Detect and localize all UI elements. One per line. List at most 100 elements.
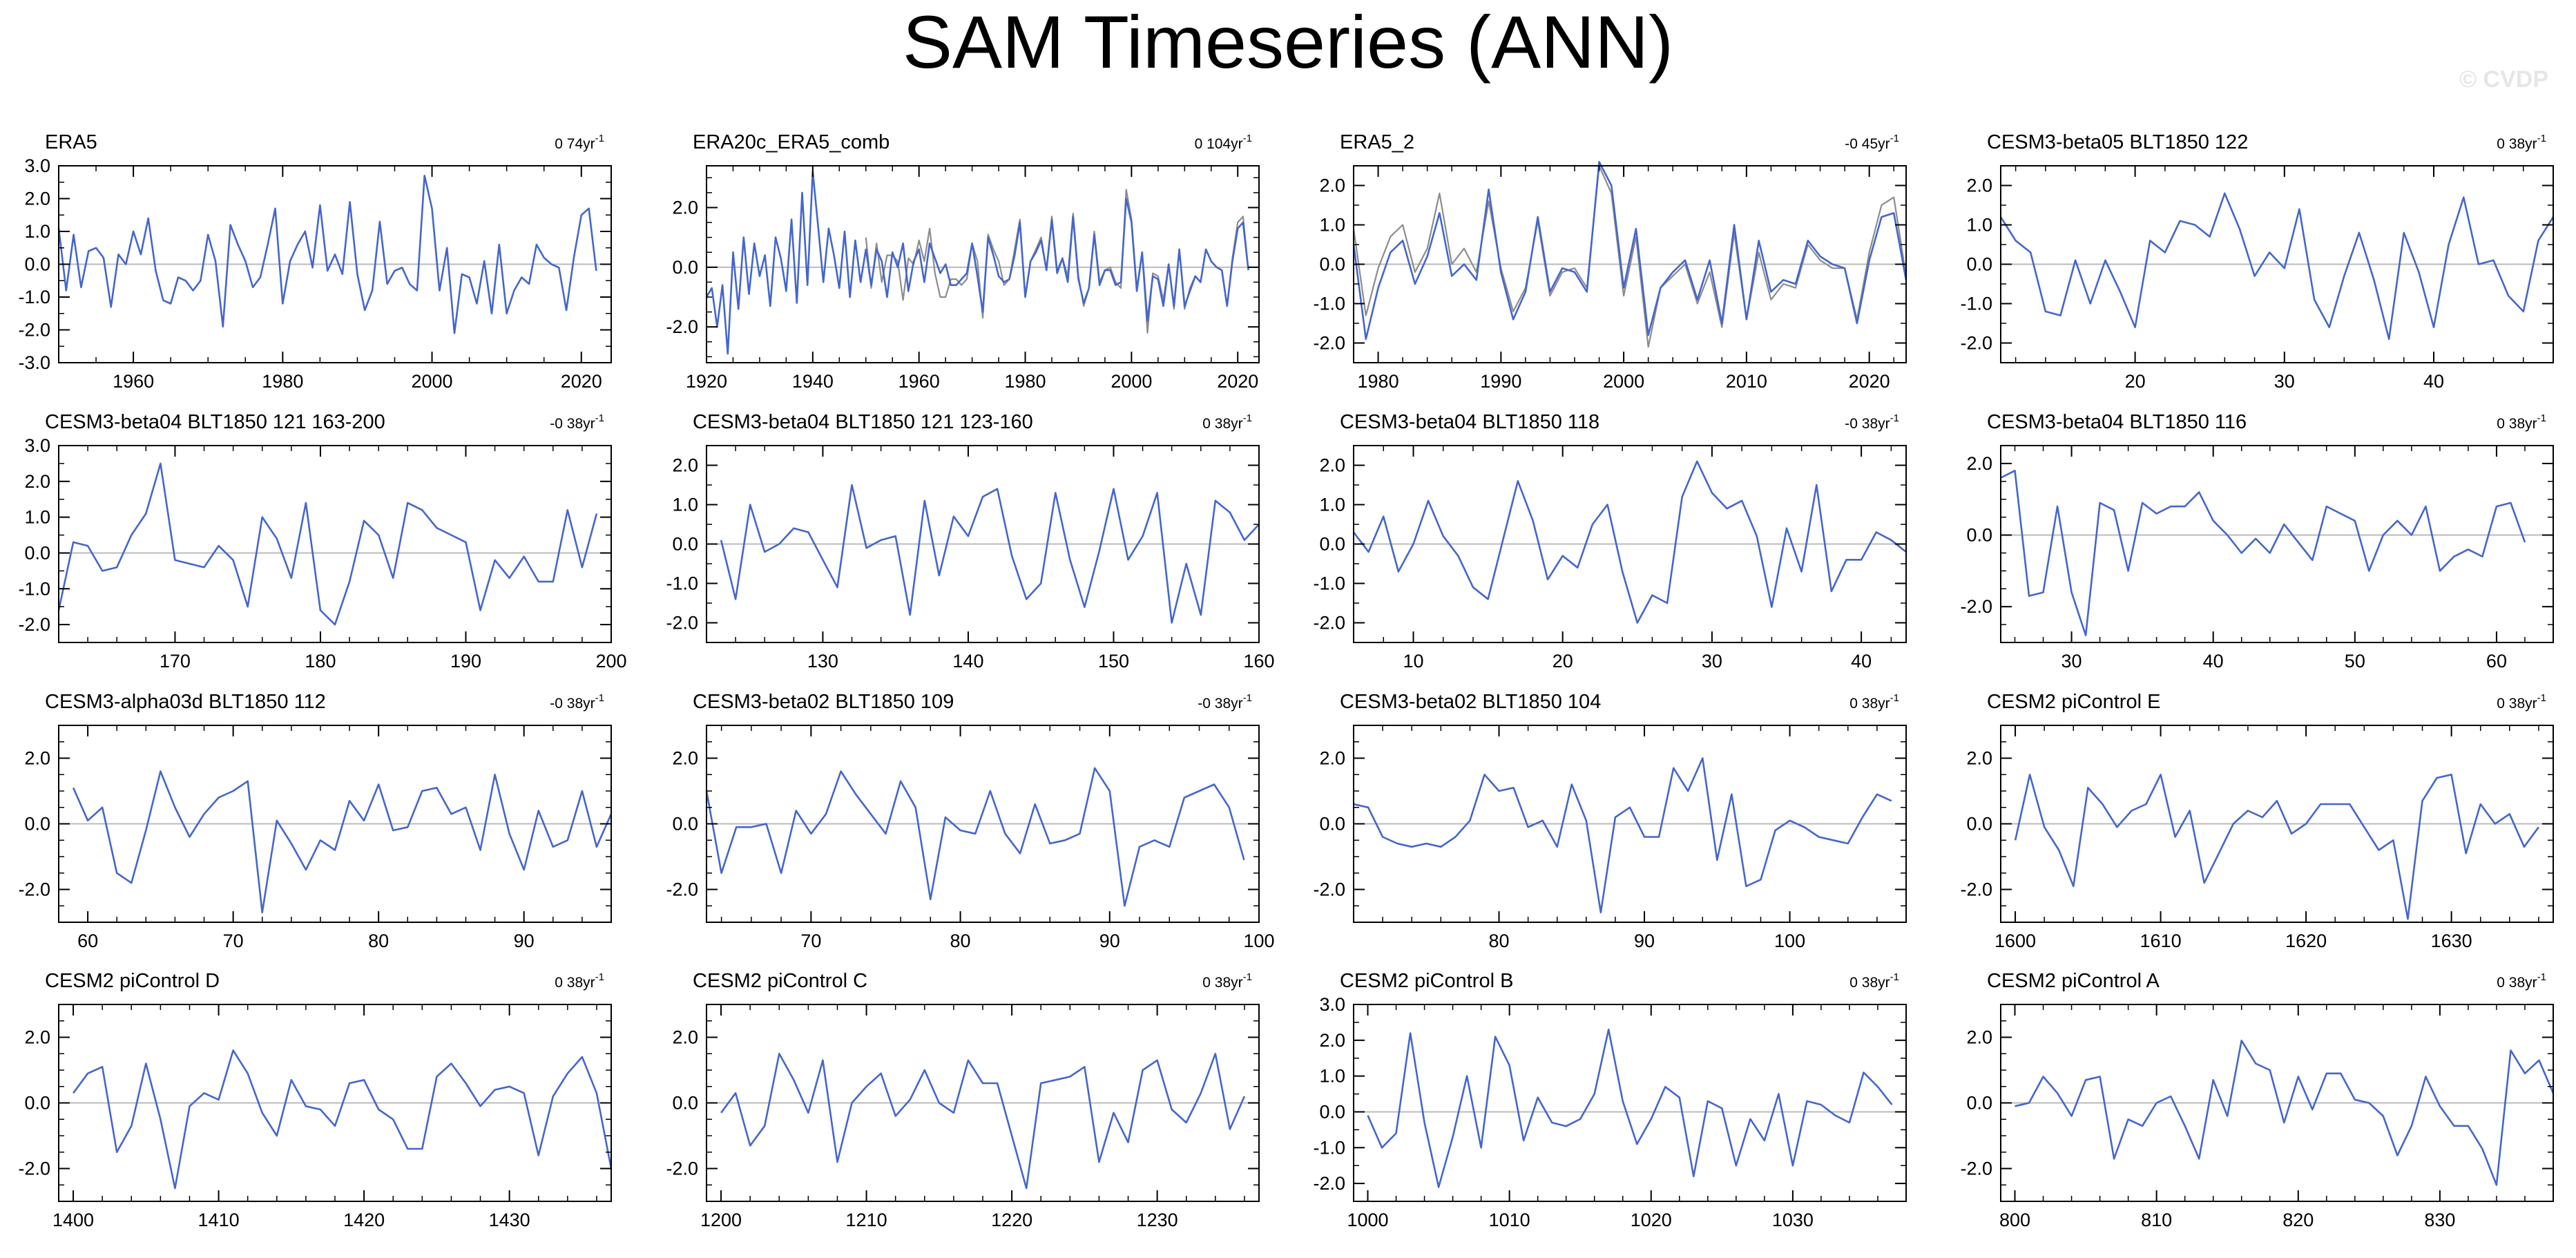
trend-label: -0 45yr-1 bbox=[1845, 133, 1899, 152]
panel-title: ERA5_2 bbox=[1340, 131, 1414, 153]
y-tick-label: -2.0 bbox=[18, 879, 50, 900]
x-tick-label: 90 bbox=[1634, 931, 1655, 951]
x-tick-label: 820 bbox=[2282, 1210, 2314, 1230]
series-line bbox=[2000, 469, 2526, 636]
trend-exponent: -1 bbox=[1890, 692, 1899, 704]
x-tick-label: 1600 bbox=[1995, 931, 2036, 951]
y-tick-label: 2.0 bbox=[24, 748, 50, 769]
x-tick-label: 2000 bbox=[412, 371, 453, 392]
trend-label: 0 38yr-1 bbox=[2497, 971, 2546, 991]
y-tick-label: 2.0 bbox=[1319, 748, 1345, 769]
x-tick-label: 80 bbox=[1489, 931, 1510, 951]
trend-exponent: -1 bbox=[595, 692, 604, 704]
panel-title: CESM2 piControl C bbox=[693, 970, 867, 992]
trend-label: 0 38yr-1 bbox=[555, 971, 604, 991]
trend-exponent: -1 bbox=[595, 971, 604, 983]
trend-label: 0 74yr-1 bbox=[555, 133, 604, 152]
trend-exponent: -1 bbox=[2537, 971, 2546, 983]
trend-label: 0 38yr-1 bbox=[2497, 412, 2546, 432]
x-tick-label: 1630 bbox=[2431, 931, 2472, 951]
plot-frame bbox=[1353, 1004, 1907, 1202]
y-tick-label: 0.0 bbox=[1319, 254, 1345, 275]
x-tick-label: 1990 bbox=[1480, 371, 1521, 392]
y-tick-label: 2.0 bbox=[672, 197, 698, 218]
x-tick-label: 30 bbox=[2061, 651, 2082, 671]
trend-value: 0 74yr bbox=[555, 136, 595, 152]
x-tick-label: 1230 bbox=[1137, 1210, 1178, 1230]
y-tick-label: 0.0 bbox=[24, 1093, 50, 1114]
x-tick-label: 810 bbox=[2141, 1210, 2172, 1230]
y-tick-label: 0.0 bbox=[24, 542, 50, 563]
series-line bbox=[72, 770, 613, 914]
x-tick-label: 2000 bbox=[1111, 371, 1152, 392]
trend-value: -0 38yr bbox=[1845, 416, 1890, 432]
y-tick-label: 2.0 bbox=[24, 1027, 50, 1048]
panel-10: CESM3-beta02 BLT1850 109 -0 38yr-1 70 80 90 1… bbox=[666, 691, 1274, 951]
series-line bbox=[705, 767, 1245, 907]
y-tick-label: 2.0 bbox=[1966, 453, 1992, 474]
plot-frame bbox=[2000, 445, 2554, 643]
trend-label: 0 38yr-1 bbox=[1849, 971, 1899, 991]
x-tick-label: 50 bbox=[2345, 651, 2365, 671]
x-tick-label: 1030 bbox=[1772, 1210, 1814, 1230]
x-tick-label: 180 bbox=[305, 651, 336, 671]
y-tick-label: 0.0 bbox=[672, 257, 698, 278]
y-tick-label: 2.0 bbox=[1319, 1030, 1345, 1051]
y-tick-label: 2.0 bbox=[24, 189, 50, 209]
y-tick-label: 1.0 bbox=[1319, 495, 1345, 515]
series-line bbox=[1352, 161, 1907, 341]
panel-6: CESM3-beta04 BLT1850 121 123-160 0 38yr-1… bbox=[666, 411, 1274, 671]
x-tick-label: 2020 bbox=[1849, 371, 1890, 392]
x-tick-label: 800 bbox=[1999, 1210, 2030, 1230]
trend-value: 0 38yr bbox=[1849, 975, 1890, 991]
trend-exponent: -1 bbox=[1243, 412, 1252, 424]
series-line bbox=[1352, 460, 1907, 624]
panel-9: CESM3-alpha03d BLT1850 112 -0 38yr-1 60 70 8… bbox=[18, 691, 613, 951]
y-tick-label: 3.0 bbox=[1319, 994, 1345, 1015]
x-tick-label: 90 bbox=[514, 931, 535, 951]
panel-title: CESM3-beta04 BLT1850 118 bbox=[1340, 411, 1599, 433]
x-tick-label: 160 bbox=[1243, 651, 1274, 671]
y-tick-label: -1.0 bbox=[1960, 294, 1992, 314]
y-tick-label: -1.0 bbox=[666, 573, 698, 594]
y-tick-label: -2.0 bbox=[666, 316, 698, 337]
x-tick-label: 1000 bbox=[1347, 1210, 1388, 1230]
y-tick-label: -2.0 bbox=[1313, 613, 1345, 633]
panel-11: CESM3-beta02 BLT1850 104 0 38yr-1 80 90 100 -… bbox=[1313, 691, 1907, 951]
x-tick-label: 1980 bbox=[262, 371, 303, 392]
x-tick-label: 1960 bbox=[113, 371, 154, 392]
trend-value: 0 38yr bbox=[2497, 136, 2537, 152]
series-line bbox=[720, 1053, 1246, 1190]
panel-title: CESM3-beta02 BLT1850 104 bbox=[1340, 691, 1601, 713]
panel-title: ERA5 bbox=[45, 131, 97, 153]
trend-exponent: -1 bbox=[1243, 971, 1252, 983]
panel-title: CESM3-beta05 BLT1850 122 bbox=[1987, 131, 2248, 153]
y-tick-label: 2.0 bbox=[1966, 1027, 1992, 1048]
x-tick-label: 1430 bbox=[489, 1210, 530, 1230]
y-tick-label: -2.0 bbox=[18, 614, 50, 635]
y-tick-label: -1.0 bbox=[1313, 1137, 1345, 1158]
panel-title: CESM2 piControl A bbox=[1987, 970, 2160, 992]
panel-5: CESM3-beta04 BLT1850 121 163-200 -0 38yr-… bbox=[18, 411, 626, 671]
y-tick-label: -1.0 bbox=[18, 578, 50, 599]
plot-frame bbox=[706, 165, 1260, 363]
x-tick-label: 60 bbox=[77, 931, 98, 951]
y-tick-label: 0.0 bbox=[1966, 814, 1992, 835]
trend-value: 0 38yr bbox=[1202, 416, 1242, 432]
panel-title: ERA20c_ERA5_comb bbox=[693, 131, 890, 153]
series-line bbox=[2015, 1040, 2555, 1186]
x-tick-label: 2020 bbox=[1217, 371, 1258, 392]
x-tick-label: 200 bbox=[595, 651, 626, 671]
x-tick-label: 20 bbox=[1553, 651, 1573, 671]
y-tick-label: 2.0 bbox=[1319, 175, 1345, 196]
x-tick-label: 80 bbox=[950, 931, 971, 951]
panel-title: CESM3-alpha03d BLT1850 112 bbox=[45, 691, 326, 713]
trend-label: -0 38yr-1 bbox=[550, 692, 604, 712]
x-tick-label: 70 bbox=[800, 931, 821, 951]
trend-label: 0 38yr-1 bbox=[2497, 133, 2546, 152]
figure-title: SAM Timeseries (ANN) bbox=[903, 0, 1673, 84]
panel-16: CESM2 piControl A 0 38yr-1 800 810 820 830 -2.… bbox=[1960, 970, 2555, 1230]
series-line bbox=[1367, 1029, 1893, 1188]
y-tick-label: -3.0 bbox=[18, 352, 50, 373]
